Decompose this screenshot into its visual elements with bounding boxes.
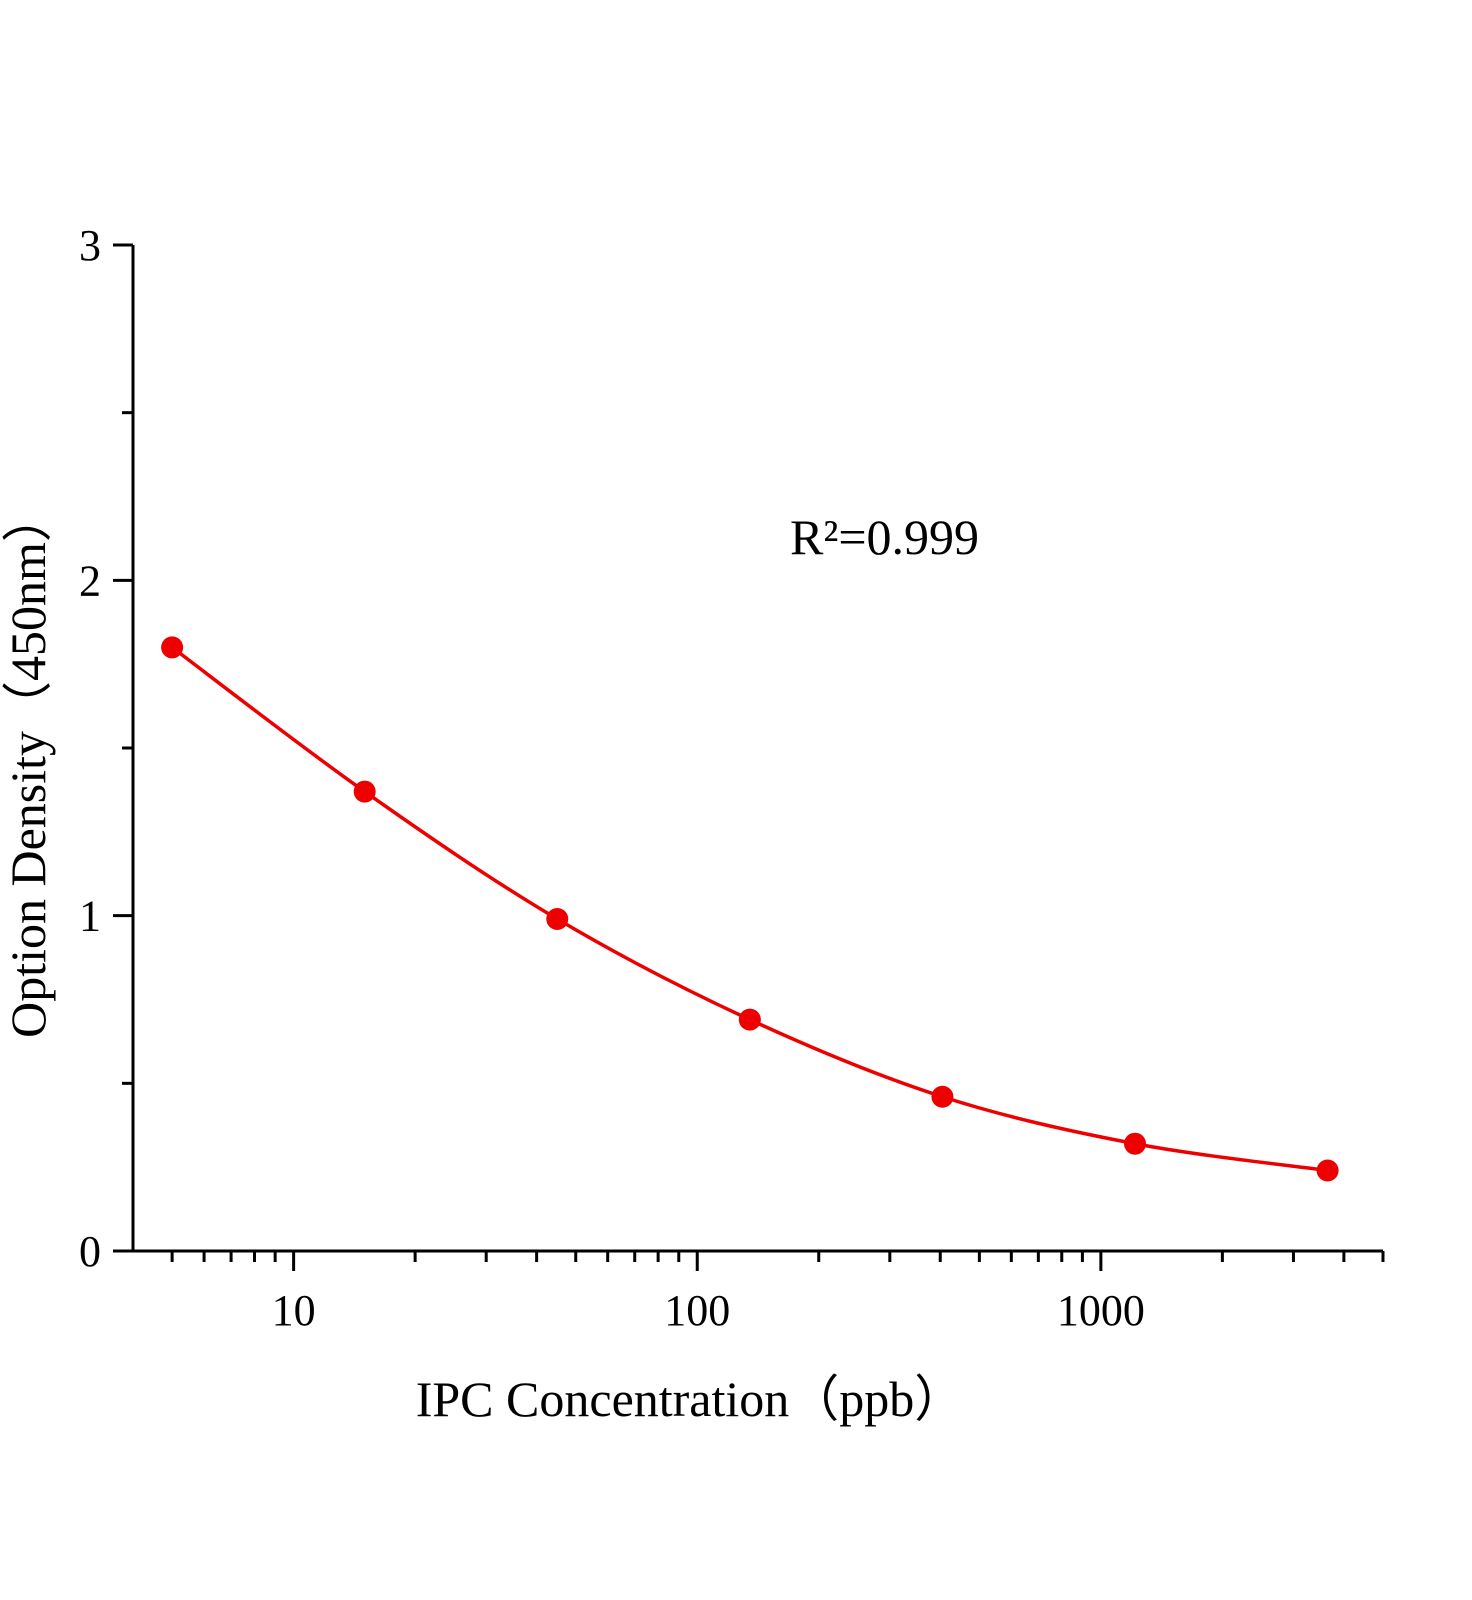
fit-curve (171, 645, 1328, 1173)
data-point (1124, 1132, 1147, 1155)
data-point (353, 780, 376, 803)
x-tick-label: 10 (272, 1286, 316, 1335)
y-tick-label: 3 (79, 221, 101, 270)
data-point (1316, 1159, 1339, 1182)
annotation: R²=0.999 (790, 509, 979, 565)
x-tick-label: 100 (664, 1286, 730, 1335)
y-tick-label: 1 (79, 892, 101, 941)
data-point (161, 636, 184, 659)
x-tick-label: 1000 (1057, 1286, 1145, 1335)
x-axis-label: IPC Concentration（ppb） (416, 1371, 965, 1427)
data-point (546, 908, 569, 931)
data-point (931, 1085, 954, 1108)
y-tick-label: 2 (79, 556, 101, 605)
y-axis-label: Option Density（450nm） (0, 492, 56, 1038)
y-tick-label: 0 (79, 1227, 101, 1276)
data-point (738, 1008, 761, 1031)
